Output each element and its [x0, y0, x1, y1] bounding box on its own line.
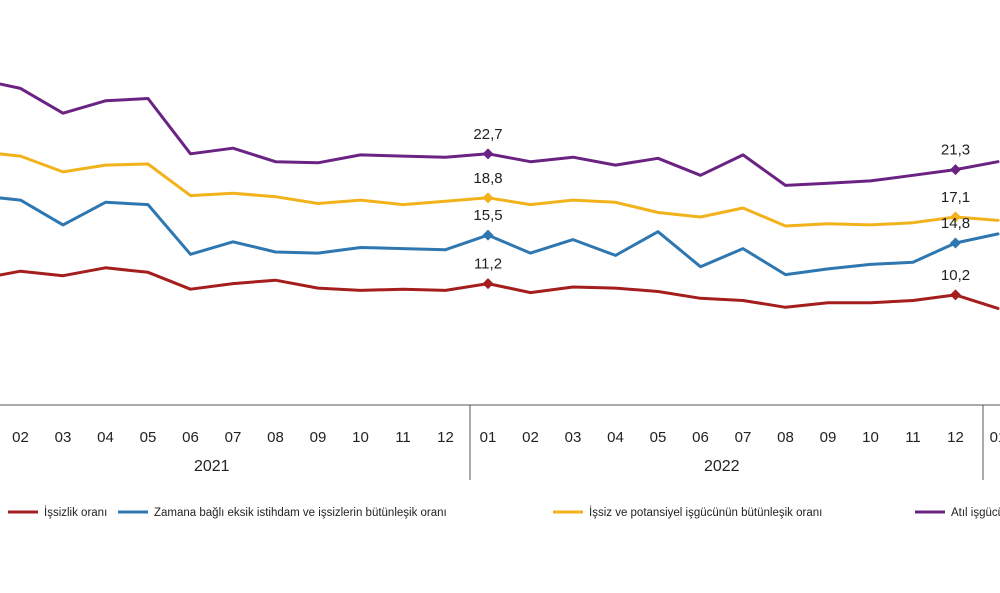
data-label-1-12: 15,5: [473, 207, 502, 224]
data-label-2-23: 17,1: [941, 189, 970, 206]
x-tick-15: 04: [607, 429, 624, 446]
x-tick-14: 03: [565, 429, 582, 446]
x-tick-13: 02: [522, 429, 539, 446]
marker-3-12: [482, 148, 494, 160]
x-tick-17: 06: [692, 429, 709, 446]
marker-2-12: [482, 192, 494, 204]
x-tick-10: 11: [395, 429, 411, 446]
axes: [0, 404, 1000, 480]
x-tick-7: 08: [267, 429, 284, 446]
legend-label-0: İşsizlik oranı: [44, 506, 107, 519]
legend-label-3: Atıl işgücü oranı: [951, 507, 1000, 519]
data-label-2-12: 18,8: [473, 170, 502, 187]
x-tick-11: 12: [437, 429, 454, 446]
series-markers: [482, 148, 961, 301]
x-tick-1: 02: [12, 429, 29, 446]
x-tick-18: 07: [735, 429, 752, 446]
x-tick-labels: 01 02 03 04 05 06 07 08 09 10 11 12 01 02 03 04 05 06 07 08…: [12, 429, 1000, 446]
x-tick-20: 09: [820, 429, 837, 446]
data-label-1-23: 14,8: [941, 215, 970, 232]
marker-3-23: [950, 164, 961, 176]
data-label-0-23: 10,2: [941, 267, 970, 284]
x-tick-8: 09: [310, 429, 327, 446]
series-line-0: [0, 266, 1000, 310]
data-label-3-23: 21,3: [941, 142, 970, 159]
marker-1-23: [950, 237, 961, 249]
x-tick-12: 01: [480, 429, 497, 446]
x-tick-19: 08: [777, 429, 794, 446]
x-tick-4: 05: [140, 429, 157, 446]
x-tick-24: 01: [990, 429, 1000, 446]
x-tick-23: 12: [947, 429, 964, 446]
marker-2-23: [950, 211, 961, 223]
x-tick-5: 06: [182, 429, 199, 446]
legend-label-2: İşsiz ve potansiyel işgücünün bütünleşik…: [589, 506, 822, 519]
year-labels: 2021 2022: [194, 458, 740, 475]
data-label-0-12: 11,2: [474, 256, 502, 273]
year-label-2021: 2021: [194, 458, 230, 475]
x-tick-9: 10: [352, 429, 369, 446]
year-label-2022: 2022: [704, 458, 740, 475]
legend: İşsizlik oranı Zamana bağlı eksik istihda…: [8, 506, 1000, 519]
x-tick-22: 11: [905, 429, 921, 446]
marker-0-23: [950, 289, 961, 301]
x-tick-2: 03: [55, 429, 72, 446]
x-tick-16: 05: [650, 429, 667, 446]
data-label-3-12: 22,7: [473, 126, 502, 143]
data-labels: 11,611,210,219,015,514,822,918,817,129,3…: [473, 126, 970, 284]
x-tick-6: 07: [225, 429, 242, 446]
legend-label-1: Zamana bağlı eksik istihdam ve işsizleri…: [154, 507, 447, 519]
marker-0-12: [482, 278, 494, 290]
x-tick-3: 04: [97, 429, 114, 446]
marker-1-12: [482, 229, 494, 241]
series-lines: [0, 82, 1000, 310]
x-tick-21: 10: [862, 429, 879, 446]
